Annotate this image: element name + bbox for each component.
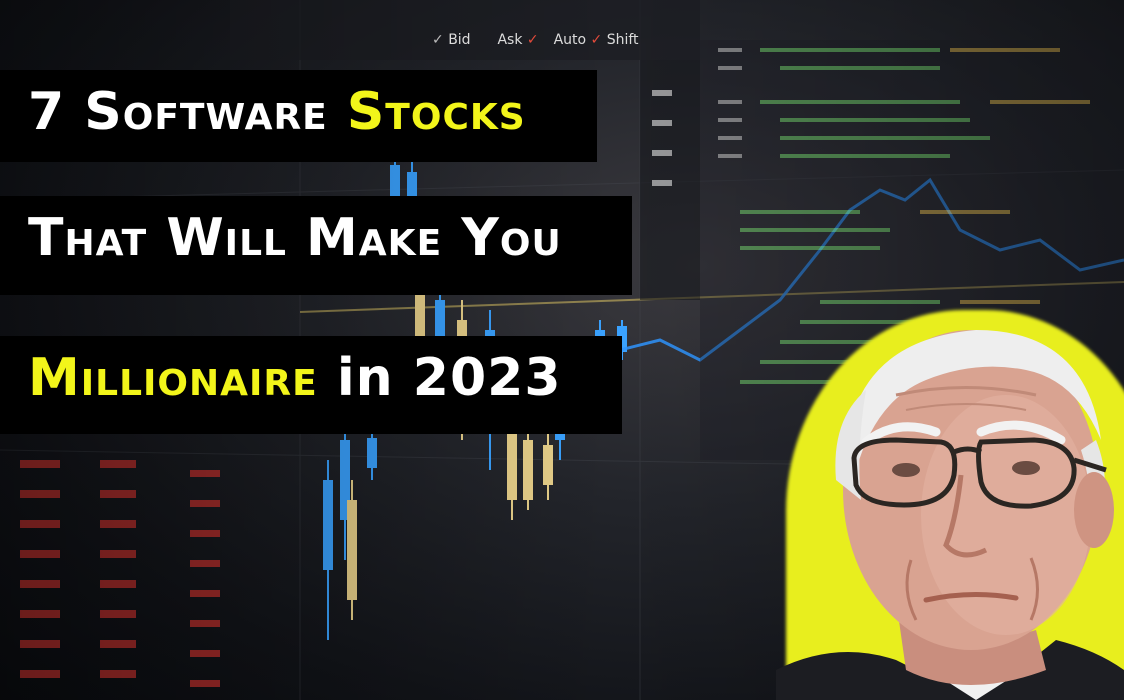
headline-line-3: Millionaire in 2023 — [0, 336, 622, 434]
headline-highlight-millionaire: Millionaire — [28, 348, 318, 408]
headline-line-1: 7 Software Stocks — [0, 70, 597, 162]
investor-portrait — [776, 330, 1124, 700]
check-icon-red: ✓ — [526, 32, 539, 48]
headline-line-1-text: 7 Software — [28, 82, 347, 142]
headline-highlight-stocks: Stocks — [346, 82, 526, 142]
check-icon-red: ✓ — [590, 32, 603, 48]
headline-line-2: That Will Make You — [0, 196, 632, 295]
trade-toolbar: ✓ Bid Ask ✓ Auto ✓ Shift — [432, 32, 639, 48]
bid-label: Bid — [448, 32, 471, 48]
headline-line-2-text: That Will Make You — [28, 208, 562, 268]
shift-label: Shift — [606, 32, 639, 48]
auto-label: Auto — [553, 32, 587, 48]
check-icon: ✓ — [432, 32, 444, 48]
headline-line-3-text: in 2023 — [317, 348, 562, 408]
ask-label: Ask — [497, 32, 523, 48]
